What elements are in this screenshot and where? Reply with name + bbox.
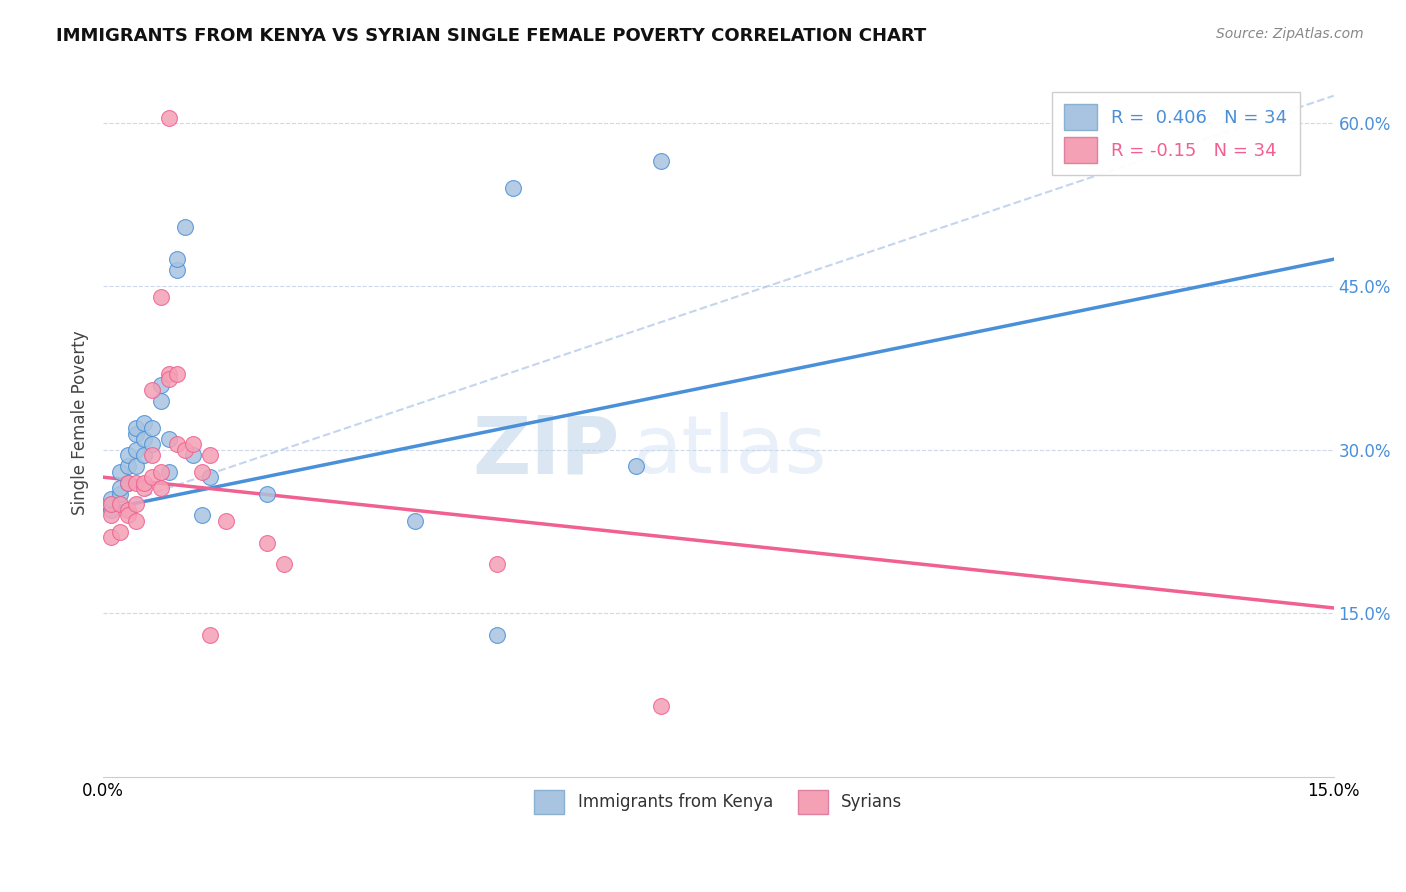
Point <box>125 421 148 435</box>
Point <box>125 497 148 511</box>
Point <box>117 475 139 490</box>
Point <box>117 459 139 474</box>
Text: IMMIGRANTS FROM KENYA VS SYRIAN SINGLE FEMALE POVERTY CORRELATION CHART: IMMIGRANTS FROM KENYA VS SYRIAN SINGLE F… <box>56 27 927 45</box>
Point <box>198 470 221 484</box>
Point <box>125 514 148 528</box>
Point <box>404 514 426 528</box>
Point <box>198 449 221 463</box>
Point <box>198 628 221 642</box>
Point <box>485 628 508 642</box>
Point <box>100 503 122 517</box>
Point <box>166 367 188 381</box>
Point <box>650 154 672 169</box>
Point <box>626 459 648 474</box>
Point <box>157 432 180 446</box>
Text: atlas: atlas <box>633 412 827 490</box>
Point <box>100 497 122 511</box>
Text: ZIP: ZIP <box>472 412 620 490</box>
Point <box>157 372 180 386</box>
Point <box>141 383 163 397</box>
Point <box>100 491 122 506</box>
Point <box>100 497 122 511</box>
Point <box>166 437 188 451</box>
Point <box>141 421 163 435</box>
Point <box>190 465 212 479</box>
Point <box>125 475 148 490</box>
Point <box>256 486 278 500</box>
Point <box>174 442 197 457</box>
Point <box>141 449 163 463</box>
Point <box>149 377 172 392</box>
Point <box>134 449 156 463</box>
Point <box>256 535 278 549</box>
Point <box>125 459 148 474</box>
Point <box>183 437 205 451</box>
Point <box>149 465 172 479</box>
Point <box>125 442 148 457</box>
Point <box>183 449 205 463</box>
Point <box>149 290 172 304</box>
Point <box>157 465 180 479</box>
Point <box>149 481 172 495</box>
Point <box>117 508 139 523</box>
Point <box>134 475 156 490</box>
Point <box>157 367 180 381</box>
Point <box>108 465 131 479</box>
Point <box>502 181 524 195</box>
Point <box>215 514 238 528</box>
Point <box>125 426 148 441</box>
Point <box>141 437 163 451</box>
Text: Source: ZipAtlas.com: Source: ZipAtlas.com <box>1216 27 1364 41</box>
Point <box>108 486 131 500</box>
Point <box>141 470 163 484</box>
Point <box>485 558 508 572</box>
Point <box>108 481 131 495</box>
Point <box>100 530 122 544</box>
Point <box>117 449 139 463</box>
Point <box>166 252 188 267</box>
Point <box>166 263 188 277</box>
Point <box>174 219 197 234</box>
Point <box>108 524 131 539</box>
Point <box>650 699 672 714</box>
Point <box>273 558 295 572</box>
Y-axis label: Single Female Poverty: Single Female Poverty <box>72 330 89 515</box>
Point <box>108 497 131 511</box>
Point <box>117 475 139 490</box>
Point <box>134 416 156 430</box>
Point <box>157 111 180 125</box>
Point <box>149 393 172 408</box>
Point <box>100 508 122 523</box>
Point <box>117 503 139 517</box>
Point <box>134 481 156 495</box>
Point <box>190 508 212 523</box>
Point <box>134 432 156 446</box>
Legend: Immigrants from Kenya, Syrians: Immigrants from Kenya, Syrians <box>523 779 914 825</box>
